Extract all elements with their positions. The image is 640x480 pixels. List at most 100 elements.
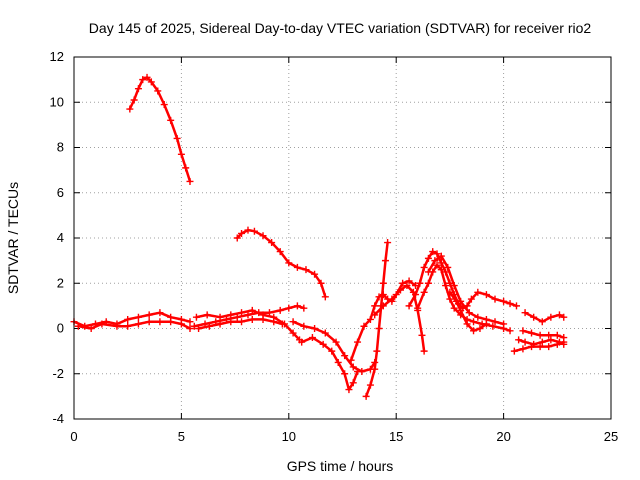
y-tick-label: 6: [57, 185, 64, 200]
data-point: [349, 379, 357, 387]
series-arc-19: [510, 338, 568, 355]
data-point: [429, 248, 437, 256]
data-point: [474, 288, 482, 296]
data-point: [285, 304, 293, 312]
series-arc-12: [371, 282, 428, 355]
series-line: [407, 250, 518, 310]
x-axis-label: GPS time / hours: [287, 458, 394, 474]
data-point: [560, 338, 568, 346]
data-point: [506, 300, 514, 308]
data-point: [424, 254, 432, 262]
data-point: [489, 322, 497, 330]
series-line: [235, 228, 327, 299]
data-point: [420, 347, 428, 355]
y-tick-label: 2: [57, 275, 64, 290]
data-point: [285, 259, 293, 267]
data-point: [203, 311, 211, 319]
data-point: [300, 322, 308, 330]
data-point: [420, 288, 428, 296]
data-point: [519, 327, 527, 335]
data-point: [156, 318, 164, 326]
data-point: [371, 311, 379, 319]
data-point: [156, 309, 164, 317]
data-point: [442, 268, 450, 276]
data-point: [248, 315, 256, 323]
y-tick-label: 12: [50, 49, 64, 64]
data-point: [491, 318, 499, 326]
data-point: [373, 347, 381, 355]
data-point: [512, 302, 520, 310]
data-point: [431, 257, 439, 265]
data-point: [293, 302, 301, 310]
data-point: [446, 295, 454, 303]
x-tick-label: 0: [70, 429, 77, 444]
data-point: [145, 311, 153, 319]
data-point: [379, 302, 387, 310]
data-point: [405, 277, 413, 285]
data-series: [70, 73, 568, 400]
series-arc-4: [74, 318, 194, 332]
x-tick-label: 10: [282, 429, 296, 444]
data-point: [371, 365, 379, 373]
series-arc-2: [233, 226, 329, 301]
data-point: [74, 322, 82, 330]
y-tick-label: 8: [57, 140, 64, 155]
chart-title: Day 145 of 2025, Sidereal Day-to-day VTE…: [89, 20, 592, 36]
data-point: [467, 295, 475, 303]
data-point: [289, 329, 297, 337]
data-point: [553, 340, 561, 348]
data-point: [349, 363, 357, 371]
data-point: [545, 343, 553, 351]
data-point: [186, 177, 194, 185]
data-point: [463, 320, 471, 328]
data-point: [470, 327, 478, 335]
data-point: [238, 318, 246, 326]
data-point: [465, 309, 473, 317]
data-point: [482, 320, 490, 328]
data-point: [139, 76, 147, 84]
data-point: [259, 315, 267, 323]
data-point: [238, 309, 246, 317]
grid-lines: [74, 57, 611, 419]
data-point: [173, 134, 181, 142]
data-point: [437, 252, 445, 260]
data-point: [317, 279, 325, 287]
data-point: [530, 313, 538, 321]
data-point: [345, 386, 353, 394]
data-point: [268, 239, 276, 247]
series-arc-1: [126, 73, 194, 185]
data-point: [388, 295, 396, 303]
data-point: [360, 322, 368, 330]
data-point: [341, 352, 349, 360]
data-point: [379, 279, 387, 287]
data-point: [134, 313, 142, 321]
data-point: [167, 116, 175, 124]
data-point: [98, 320, 106, 328]
data-point: [332, 338, 340, 346]
data-point: [167, 318, 175, 326]
data-point: [154, 87, 162, 95]
data-point: [300, 304, 308, 312]
data-point: [244, 226, 252, 234]
y-tick-label: 10: [50, 94, 64, 109]
data-point: [521, 338, 529, 346]
data-point: [442, 282, 450, 290]
data-point: [405, 302, 413, 310]
data-point: [500, 297, 508, 305]
x-tick-label: 5: [178, 429, 185, 444]
data-point: [278, 320, 286, 328]
data-point: [195, 325, 203, 332]
plot-frame: [73, 56, 612, 420]
series-line: [416, 263, 512, 333]
data-point: [145, 318, 153, 326]
data-point: [293, 263, 301, 271]
data-point: [270, 318, 278, 326]
data-point: [311, 325, 319, 332]
data-point: [521, 309, 529, 317]
data-point: [192, 313, 200, 321]
data-point: [276, 306, 284, 314]
data-point: [450, 282, 458, 290]
data-point: [437, 259, 445, 267]
data-point: [160, 101, 168, 109]
